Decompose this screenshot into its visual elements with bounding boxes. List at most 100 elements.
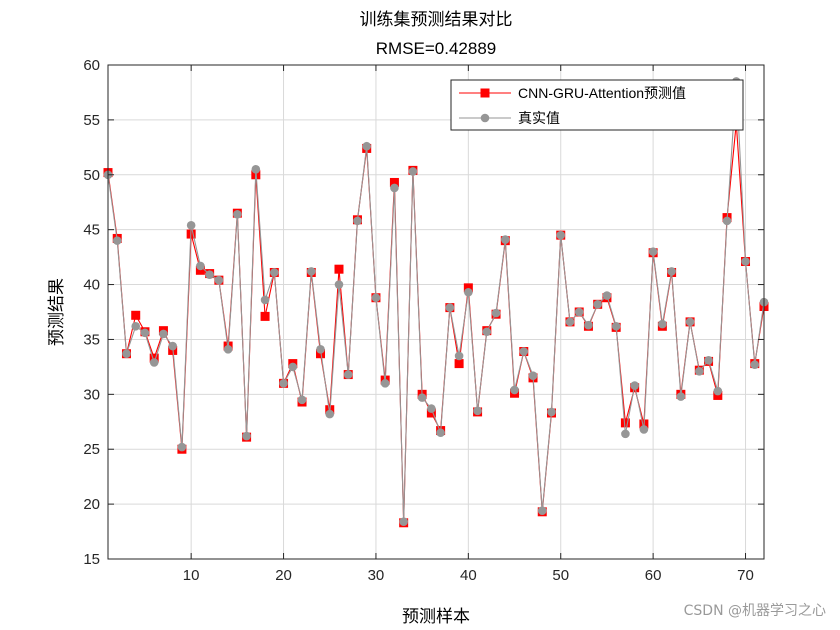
series-1-point <box>195 265 205 275</box>
y-tick-label: 55 <box>83 112 100 129</box>
series-1-point <box>454 359 464 369</box>
series-2-point <box>362 141 372 151</box>
series-2-point <box>713 386 723 396</box>
series-1-point <box>260 311 270 321</box>
series-2-point <box>741 257 750 266</box>
x-axis-label: 预测样本 <box>402 607 470 627</box>
legend-swatch-marker <box>480 113 490 123</box>
series-2 <box>103 77 769 526</box>
y-tick-label: 35 <box>83 331 100 348</box>
series-2-point <box>242 431 251 441</box>
series-2-point <box>750 360 760 369</box>
series-2-point <box>676 392 686 401</box>
series-2-point <box>621 429 630 439</box>
y-axis-label: 预测结果 <box>47 278 67 346</box>
series-2-point <box>528 371 538 380</box>
x-tick-label: 40 <box>460 567 477 584</box>
x-tick-label: 50 <box>552 567 569 584</box>
series-2-point <box>464 287 473 297</box>
series-2-point <box>260 295 270 305</box>
legend-swatch-marker <box>480 88 490 98</box>
series-2-point <box>547 407 556 417</box>
series-2-point <box>131 321 141 331</box>
series-1-point <box>316 349 326 359</box>
series-2-point <box>270 268 279 277</box>
series-2-point <box>695 366 704 376</box>
series-2-point <box>279 379 288 388</box>
series-2-point <box>334 280 344 289</box>
plot-area <box>108 65 764 559</box>
series-2-point <box>611 321 621 331</box>
series-2-point <box>500 235 510 244</box>
series-2-point <box>722 216 732 226</box>
series-2-point <box>371 293 381 303</box>
series-2-point <box>122 349 131 359</box>
series-2-point <box>667 267 676 276</box>
series-2-point <box>316 345 325 354</box>
series-2-point <box>325 409 335 419</box>
y-tick-label: 50 <box>83 167 100 184</box>
series-2-point <box>306 267 316 276</box>
legend-entry-label: 真实值 <box>518 110 560 126</box>
series-1-point <box>426 408 436 418</box>
series-2-point <box>482 327 492 337</box>
series-2-point <box>648 247 658 256</box>
series-2-point <box>223 345 233 354</box>
plot-frame <box>107 64 765 560</box>
series-2-point <box>658 319 667 329</box>
chart-subtitle: RMSE=0.42889 <box>376 39 497 58</box>
series-2-point <box>112 236 122 245</box>
series-2-point <box>159 329 168 339</box>
series-2-point <box>473 406 482 416</box>
series-1-point <box>463 283 473 293</box>
series-2-point <box>399 517 408 526</box>
x-tick-label: 10 <box>183 567 200 584</box>
y-tick-label: 60 <box>83 57 100 74</box>
series-2-point <box>537 506 547 515</box>
series-2-point <box>630 381 639 390</box>
y-tick-label: 40 <box>83 277 100 294</box>
series-2-point <box>168 341 177 351</box>
x-tick-label: 20 <box>275 567 292 584</box>
watermark-text: CSDN @机器学习之心 <box>683 603 826 619</box>
x-tick-label: 60 <box>645 567 662 584</box>
series-1-point <box>389 177 399 187</box>
series-2-point <box>390 183 399 193</box>
legend-box <box>450 79 744 131</box>
series-2-point <box>343 370 353 379</box>
series-2-point <box>177 442 187 452</box>
series-2-point <box>584 320 593 330</box>
series-2-point <box>454 351 464 361</box>
series-2-point <box>685 317 695 327</box>
series-2-point <box>353 216 362 226</box>
x-tick-label: 30 <box>368 567 385 584</box>
series-2-point <box>519 347 529 356</box>
x-tick-label: 70 <box>737 567 754 584</box>
series-2-point <box>491 308 501 318</box>
series-2-point <box>417 393 427 402</box>
series-2-point <box>556 230 566 240</box>
series-2-point <box>233 209 242 219</box>
series-2-point <box>510 385 519 395</box>
series-2-point <box>445 303 455 312</box>
series-2-point <box>380 379 390 388</box>
series-2-point <box>149 358 159 367</box>
series-2-point <box>427 404 436 413</box>
series-2-point <box>408 167 418 176</box>
axis-ticks: 10 20 30 40 50 60 70 15 20 25 30 35 40 45 50 55 60 <box>83 57 764 584</box>
series-2-point <box>565 317 575 327</box>
legend-entry-label: CNN-GRU-Attention预测值 <box>518 85 686 101</box>
series-1-point <box>334 264 344 274</box>
series-2-point <box>196 261 205 271</box>
y-tick-label: 25 <box>83 441 100 458</box>
series-2-point <box>574 307 584 317</box>
y-tick-label: 30 <box>83 386 100 403</box>
series-1-point <box>620 418 630 428</box>
series-2-point <box>140 328 150 338</box>
series-2-point <box>288 362 298 372</box>
series-2-point <box>251 164 261 174</box>
series-2-point <box>602 291 612 300</box>
series-2-point <box>214 275 224 285</box>
